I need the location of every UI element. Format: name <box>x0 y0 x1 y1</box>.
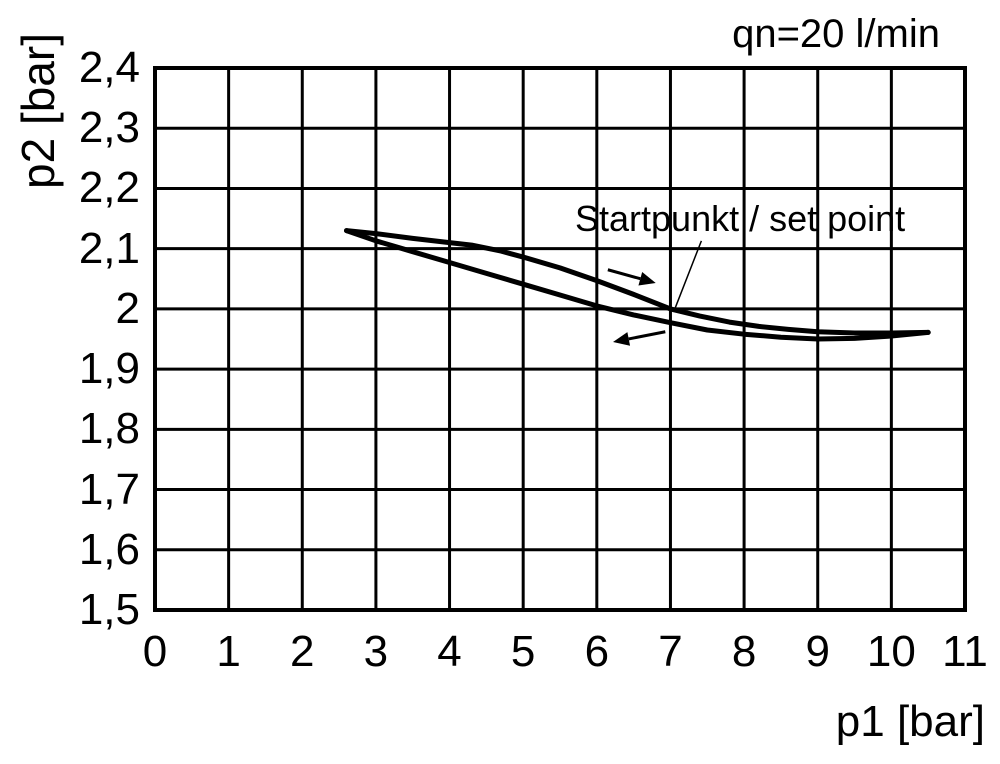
curve-lower-branch <box>344 228 931 342</box>
x-tick-label: 5 <box>510 627 536 676</box>
y-tick-label: 2,2 <box>78 163 140 213</box>
direction-arrow-left-head <box>613 332 631 346</box>
x-tick-label: 1 <box>216 627 241 676</box>
direction-arrow-left-shaft <box>628 330 666 341</box>
x-tick-label: 7 <box>658 627 683 676</box>
x-tick-label: 2 <box>290 627 315 676</box>
y-tick-label: 1,9 <box>78 344 140 394</box>
x-tick-label: 10 <box>866 627 916 676</box>
y-tick-label: 2,4 <box>78 43 140 92</box>
y-tick-label: 1,6 <box>78 524 140 574</box>
x-tick-label: 8 <box>731 627 757 676</box>
setpoint-leader-line <box>673 240 703 311</box>
setpoint-annotation-label: Startpunkt / set point <box>575 198 906 239</box>
x-tick-label: 0 <box>142 627 168 676</box>
x-tick-label: 9 <box>805 627 830 676</box>
chart-title: qn=20 l/min <box>732 12 940 56</box>
y-tick-label: 2 <box>115 283 140 333</box>
direction-arrow-right-shaft <box>607 268 641 281</box>
y-tick-label: 1,5 <box>78 585 140 634</box>
x-tick-label: 3 <box>363 627 389 676</box>
curve-upper-branch <box>344 228 931 336</box>
y-tick-label: 1,7 <box>78 464 140 514</box>
y-tick-label: 2,3 <box>78 103 140 153</box>
y-tick-label: 1,8 <box>78 404 140 454</box>
x-tick-label: 4 <box>437 627 462 676</box>
y-tick-label: 2,1 <box>78 223 140 273</box>
plot-frame <box>153 66 967 612</box>
x-tick-label: 6 <box>584 627 610 676</box>
direction-arrow-right-head <box>638 271 656 286</box>
x-tick-label: 11 <box>942 627 988 676</box>
x-axis-title: p1 [bar] <box>835 697 985 746</box>
